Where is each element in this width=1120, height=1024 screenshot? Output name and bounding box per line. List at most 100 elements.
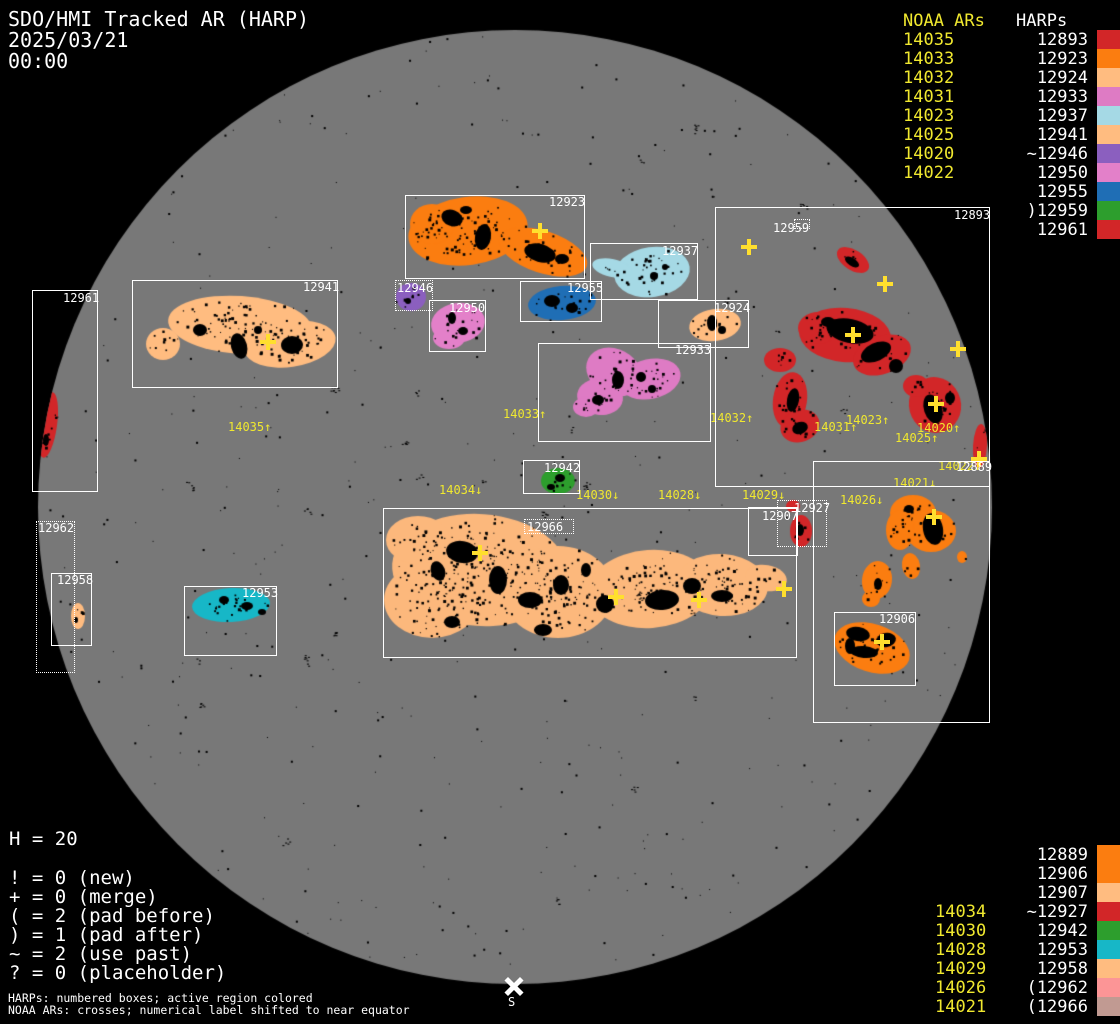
harp-12924-color-swatch — [1097, 68, 1120, 87]
harp-box-label-12959: 12959 — [773, 221, 810, 235]
noaa-cross-4 — [845, 327, 861, 343]
harp-12937-list-item: 12937 — [1036, 106, 1088, 126]
harp-box-label-12950: 12950 — [449, 301, 486, 315]
harp-box-12937 — [590, 243, 698, 300]
harp-box-label-12966b: 12966 — [527, 520, 564, 534]
noaa-cross-11 — [608, 589, 624, 605]
noaa-label-14033: 14033↑ — [503, 407, 547, 421]
footer-noaa-note: NOAA ARs: crosses; numerical label shift… — [8, 1003, 410, 1017]
harp-box-label-12946: 12946 — [397, 281, 434, 295]
harp-12962-list-item: (12962 — [1026, 978, 1088, 998]
harp-12955-color-swatch — [1097, 182, 1120, 201]
date-label: 2025/03/21 — [8, 28, 129, 52]
harp-box-12893 — [715, 207, 990, 487]
harp-box-12907 — [748, 507, 798, 556]
noaa-label-14035: 14035↑ — [228, 420, 272, 434]
noaa-ar-14026-list-item: 14026 — [935, 978, 987, 998]
harp-12958-list-item: 12958 — [1036, 959, 1088, 979]
harp-12961-color-swatch — [1097, 220, 1120, 239]
harp-12942-list-item: 12942 — [1036, 921, 1088, 941]
harp-box-label-12906: 12906 — [879, 612, 916, 626]
harp-box-12961 — [32, 290, 98, 492]
harp-12906-color-swatch — [1097, 864, 1120, 883]
harp-box-12959 — [794, 219, 810, 229]
harps-header: HARPs — [1016, 11, 1068, 31]
noaa-ar-14029-list-item: 14029 — [935, 959, 987, 979]
noaa-cross-1 — [260, 334, 276, 350]
noaa-ar-14032-list-item: 14032 — [903, 68, 955, 88]
noaa-cross-13 — [776, 581, 792, 597]
legend-pad-before: ( = 2 (pad before) — [9, 905, 215, 927]
harp-box-label-12889: 12889 — [956, 460, 993, 474]
harp-12962-color-swatch — [1097, 978, 1120, 997]
harp-box-label-12923: 12923 — [549, 195, 586, 209]
harp-box-label-12955: 12955 — [567, 281, 604, 295]
harp-12946-list-item: ~12946 — [1026, 144, 1088, 164]
harp-12933-color-swatch — [1097, 87, 1120, 106]
harp-box-12933 — [538, 343, 711, 442]
noaa-ar-14033-list-item: 14033 — [903, 49, 955, 69]
harp-box-12962 — [36, 521, 75, 673]
noaa-cross-9 — [874, 634, 890, 650]
noaa-cross-3 — [877, 276, 893, 292]
south-pole-x-marker — [504, 976, 524, 996]
harp-12927-list-item: ~12927 — [1026, 902, 1088, 922]
harp-box-label-12937: 12937 — [662, 244, 699, 258]
harp-12927-color-swatch — [1097, 902, 1120, 921]
harp-12893-list-item: 12893 — [1036, 30, 1088, 50]
noaa-ar-14028-list-item: 14028 — [935, 940, 987, 960]
noaa-cross-7 — [971, 451, 987, 467]
harp-box-label-12953: 12953 — [242, 586, 279, 600]
harp-12950-list-item: 12950 — [1036, 163, 1088, 183]
noaa-ar-14025-list-item: 14025 — [903, 125, 955, 145]
harp-12941-list-item: 12941 — [1036, 125, 1088, 145]
harp-box-12950 — [429, 300, 486, 352]
harp-box-12946 — [395, 280, 433, 311]
harp-box-label-12958: 12958 — [57, 573, 94, 587]
legend-pad-after: ) = 1 (pad after) — [9, 924, 204, 946]
noaa-label-14031: 14031↑ — [814, 420, 858, 434]
harp-12924-list-item: 12924 — [1036, 68, 1088, 88]
noaa-label-14029: 14029↓ — [742, 488, 786, 502]
legend-use-past: ~ = 2 (use past) — [9, 943, 193, 965]
noaa-cross-5 — [950, 341, 966, 357]
noaa-label-14020: 14020↑ — [917, 421, 961, 435]
noaa-label-14026: 14026↓ — [840, 493, 884, 507]
harp-12959-color-swatch — [1097, 201, 1120, 220]
harp-box-label-12942: 12942 — [544, 461, 581, 475]
harp-12953-color-swatch — [1097, 940, 1120, 959]
harp-12959-list-item: )12959 — [1026, 201, 1088, 221]
harp-12946-color-swatch — [1097, 144, 1120, 163]
harp-box-label-12962: 12962 — [38, 521, 75, 535]
noaa-label-14025: 14025↑ — [895, 431, 939, 445]
south-pole-label: S — [508, 995, 516, 1009]
noaa-cross-2 — [741, 239, 757, 255]
harp-box-12923 — [405, 195, 585, 279]
harp-12966-color-swatch — [1097, 997, 1120, 1016]
harp-box-label-12961: 12961 — [63, 291, 100, 305]
harp-box-12953 — [184, 586, 277, 656]
harp-12889-color-swatch — [1097, 845, 1120, 864]
harp-box-12966b — [524, 519, 574, 534]
noaa-ar-14023-list-item: 14023 — [903, 106, 955, 126]
noaa-label-14030: 14030↓ — [576, 488, 620, 502]
noaa-cross-0 — [532, 223, 548, 239]
harp-12953-list-item: 12953 — [1036, 940, 1088, 960]
harp-12955-list-item: 12955 — [1036, 182, 1088, 202]
noaa-ars-header: NOAA ARs — [903, 11, 985, 31]
footer-harps-note: HARPs: numbered boxes; active region col… — [8, 991, 313, 1005]
harp-12893-color-swatch — [1097, 30, 1120, 49]
noaa-ar-14021-list-item: 14021 — [935, 997, 987, 1017]
harp-box-label-12893: 12893 — [954, 208, 991, 222]
noaa-ar-14031-list-item: 14031 — [903, 87, 955, 107]
harp-count-line: H = 20 — [9, 828, 78, 850]
harp-12889-list-item: 12889 — [1036, 845, 1088, 865]
harp-box-label-12907: 12907 — [762, 509, 799, 523]
harp-12933-list-item: 12933 — [1036, 87, 1088, 107]
harp-box-label-12927: 12927 — [794, 501, 831, 515]
harp-12906-list-item: 12906 — [1036, 864, 1088, 884]
noaa-label-14034: 14034↓ — [439, 483, 483, 497]
noaa-label-14022: 14022↓ — [938, 459, 982, 473]
harp-box-label-12933: 12933 — [675, 343, 712, 357]
noaa-label-14028: 14028↓ — [658, 488, 702, 502]
